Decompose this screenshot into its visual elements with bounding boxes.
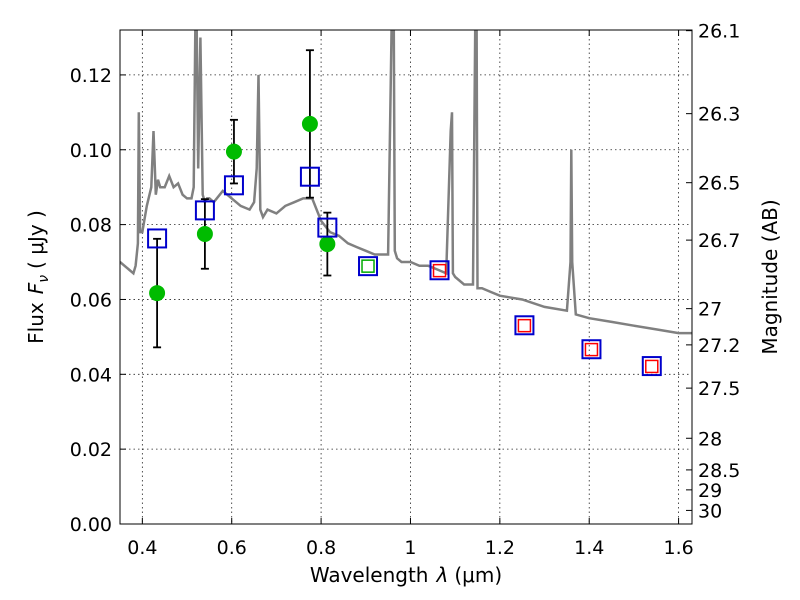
x-tick-label: 1.4 [574,537,604,559]
model-square [299,166,320,187]
x-axis-label: Wavelength λ (μm) [310,563,502,587]
mag-tick-label: 28.5 [698,460,740,482]
model-square [223,175,244,196]
x-tick-label: 1 [404,537,416,559]
observed-square [361,259,375,273]
mag-tick-label: 26.3 [698,104,740,126]
y-tick-label: 0.04 [70,364,112,386]
model-square [317,217,338,238]
spectrum-line [120,30,692,335]
x-tick-label: 0.8 [306,537,336,559]
model-square [358,256,379,277]
x-tick-label: 0.4 [127,537,157,559]
x-tick-label: 0.6 [217,537,247,559]
grid-layer [120,30,692,524]
plot-frame [119,29,693,525]
observed-point [225,143,242,160]
model-square [514,315,535,336]
mag-tick-label: 27.2 [698,335,740,357]
mag-tick-label: 30 [698,500,722,522]
spectrum-layer [120,30,692,335]
y-tick-label: 0.02 [70,439,112,461]
y-tick-label: 0.08 [70,215,112,237]
y-tick-label: 0.12 [70,65,112,87]
observed-square [517,318,532,333]
y-axis-label: FluxFν( μJy ) [24,210,52,344]
y2-axis-label: Magnitude (AB) [758,199,782,354]
model-square [641,356,662,377]
mag-tick-label: 28 [698,428,722,450]
observed-square [432,263,447,278]
observed-square [645,359,659,374]
model-square [194,200,215,221]
mag-tick-label: 26.7 [698,230,740,252]
y-tick-label: 0.10 [70,140,112,162]
observed-point [196,225,213,242]
y-tick-label: 0.06 [70,289,112,311]
y-tick-label: 0.00 [70,514,112,536]
tick-layer: 0.4 0.6 0.8 1 1.2 1.4 1.6 0.00 0.02 0.04 0.06 0.08 0… [70,21,741,559]
mag-tick-label: 27.5 [698,378,740,400]
observed-point [149,285,166,302]
mag-tick-label: 26.5 [698,173,740,195]
observed-point [301,115,318,132]
observed-point [319,236,336,253]
marker-layer [147,49,662,377]
model-square [147,228,168,249]
observed-square [584,342,599,357]
mag-tick-label: 27 [698,299,722,321]
model-square [429,260,450,281]
mag-tick-label: 26.1 [698,21,740,43]
model-square [581,339,602,360]
x-tick-label: 1.6 [663,537,693,559]
mag-tick-label: 29 [698,480,722,502]
x-tick-label: 1.2 [485,537,515,559]
